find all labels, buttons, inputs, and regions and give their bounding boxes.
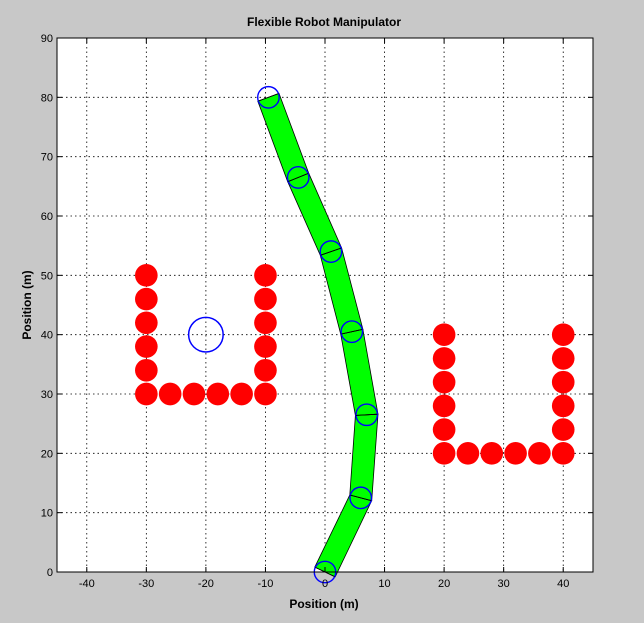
obstacle-point-1	[135, 287, 158, 311]
obstacle-point-30	[551, 347, 575, 370]
obstacle-point-28	[551, 394, 575, 418]
manipulator-joint-line-1	[350, 494, 372, 501]
manipulator-joint-3	[340, 320, 364, 344]
obstacle-point-19	[432, 394, 456, 418]
x-axis-title: Position (m)	[289, 597, 358, 611]
target-group	[187, 316, 224, 353]
obstacle-point-14	[254, 287, 277, 311]
x-tick-label: -20	[198, 578, 214, 590]
y-tick-label: 30	[41, 389, 53, 401]
obstacle-point-20	[432, 418, 456, 441]
obstacle-point-0	[135, 264, 158, 287]
obstacle-point-6	[158, 382, 182, 406]
obstacle-point-18	[432, 370, 456, 394]
manipulator-joint-line-5	[288, 173, 309, 182]
obstacle-point-5	[135, 382, 158, 406]
y-tick-label: 40	[41, 330, 53, 342]
obstacle-point-27	[551, 418, 575, 441]
x-tick-label: -30	[138, 578, 154, 590]
obstacle-point-21	[432, 442, 456, 465]
obstacle-point-24	[504, 442, 527, 465]
x-tick-label: 30	[498, 578, 510, 590]
x-tick-label: 0	[322, 578, 328, 590]
y-tick-label: 70	[41, 152, 53, 164]
obstacle-point-12	[254, 335, 277, 358]
manipulator	[257, 85, 379, 584]
manipulator-joint-2	[355, 403, 379, 427]
manipulator-joint-5	[286, 166, 310, 189]
obstacle-point-8	[206, 382, 230, 406]
obstacle-point-3	[135, 335, 158, 358]
axis-ticks: -40 -30 -20 -10 0 10 20 30 40 0 10 20 30 40 50 60 70 80 90	[41, 33, 593, 590]
manipulator-joint-line-4	[320, 247, 342, 256]
obstacle-point-7	[182, 382, 206, 406]
obstacle-point-26	[551, 442, 575, 465]
manipulator-joint-line-6	[258, 93, 279, 102]
y-tick-label: 10	[41, 508, 53, 520]
target-circle	[187, 316, 224, 353]
obstacle-point-17	[432, 347, 456, 370]
obstacle-point-22	[456, 442, 480, 465]
obstacle-point-23	[480, 442, 504, 465]
y-tick-label: 20	[41, 448, 53, 460]
obstacle-point-25	[528, 442, 551, 465]
x-tick-label: 20	[438, 578, 450, 590]
obstacle-point-2	[135, 311, 158, 335]
y-tick-label: 60	[41, 211, 53, 223]
y-tick-label: 80	[41, 92, 53, 104]
obstacle-point-29	[551, 370, 575, 394]
x-tick-label: 10	[378, 578, 390, 590]
obstacle-point-16	[432, 323, 456, 346]
manipulator-joint-6	[257, 85, 280, 109]
y-axis-title: Position (m)	[20, 270, 34, 339]
obstacles	[135, 264, 575, 465]
manipulator-joint-4	[319, 240, 343, 264]
obstacle-point-31	[551, 323, 575, 346]
x-tick-label: -40	[79, 578, 95, 590]
x-tick-label: -10	[257, 578, 273, 590]
obstacle-point-10	[254, 382, 277, 406]
obstacle-point-4	[135, 358, 158, 382]
y-tick-label: 0	[47, 567, 53, 579]
obstacle-point-15	[254, 264, 277, 287]
x-tick-label: 40	[557, 578, 569, 590]
chart-title: Flexible Robot Manipulator	[247, 15, 401, 29]
y-tick-label: 50	[41, 270, 53, 282]
manipulator-joint-1	[349, 486, 373, 510]
obstacle-point-11	[254, 358, 277, 382]
manipulator-joint-line-3	[341, 329, 363, 335]
obstacle-point-13	[254, 311, 277, 335]
obstacle-point-9	[230, 382, 253, 406]
y-tick-label: 90	[41, 33, 53, 45]
manipulator-joint-line-2	[355, 413, 378, 416]
